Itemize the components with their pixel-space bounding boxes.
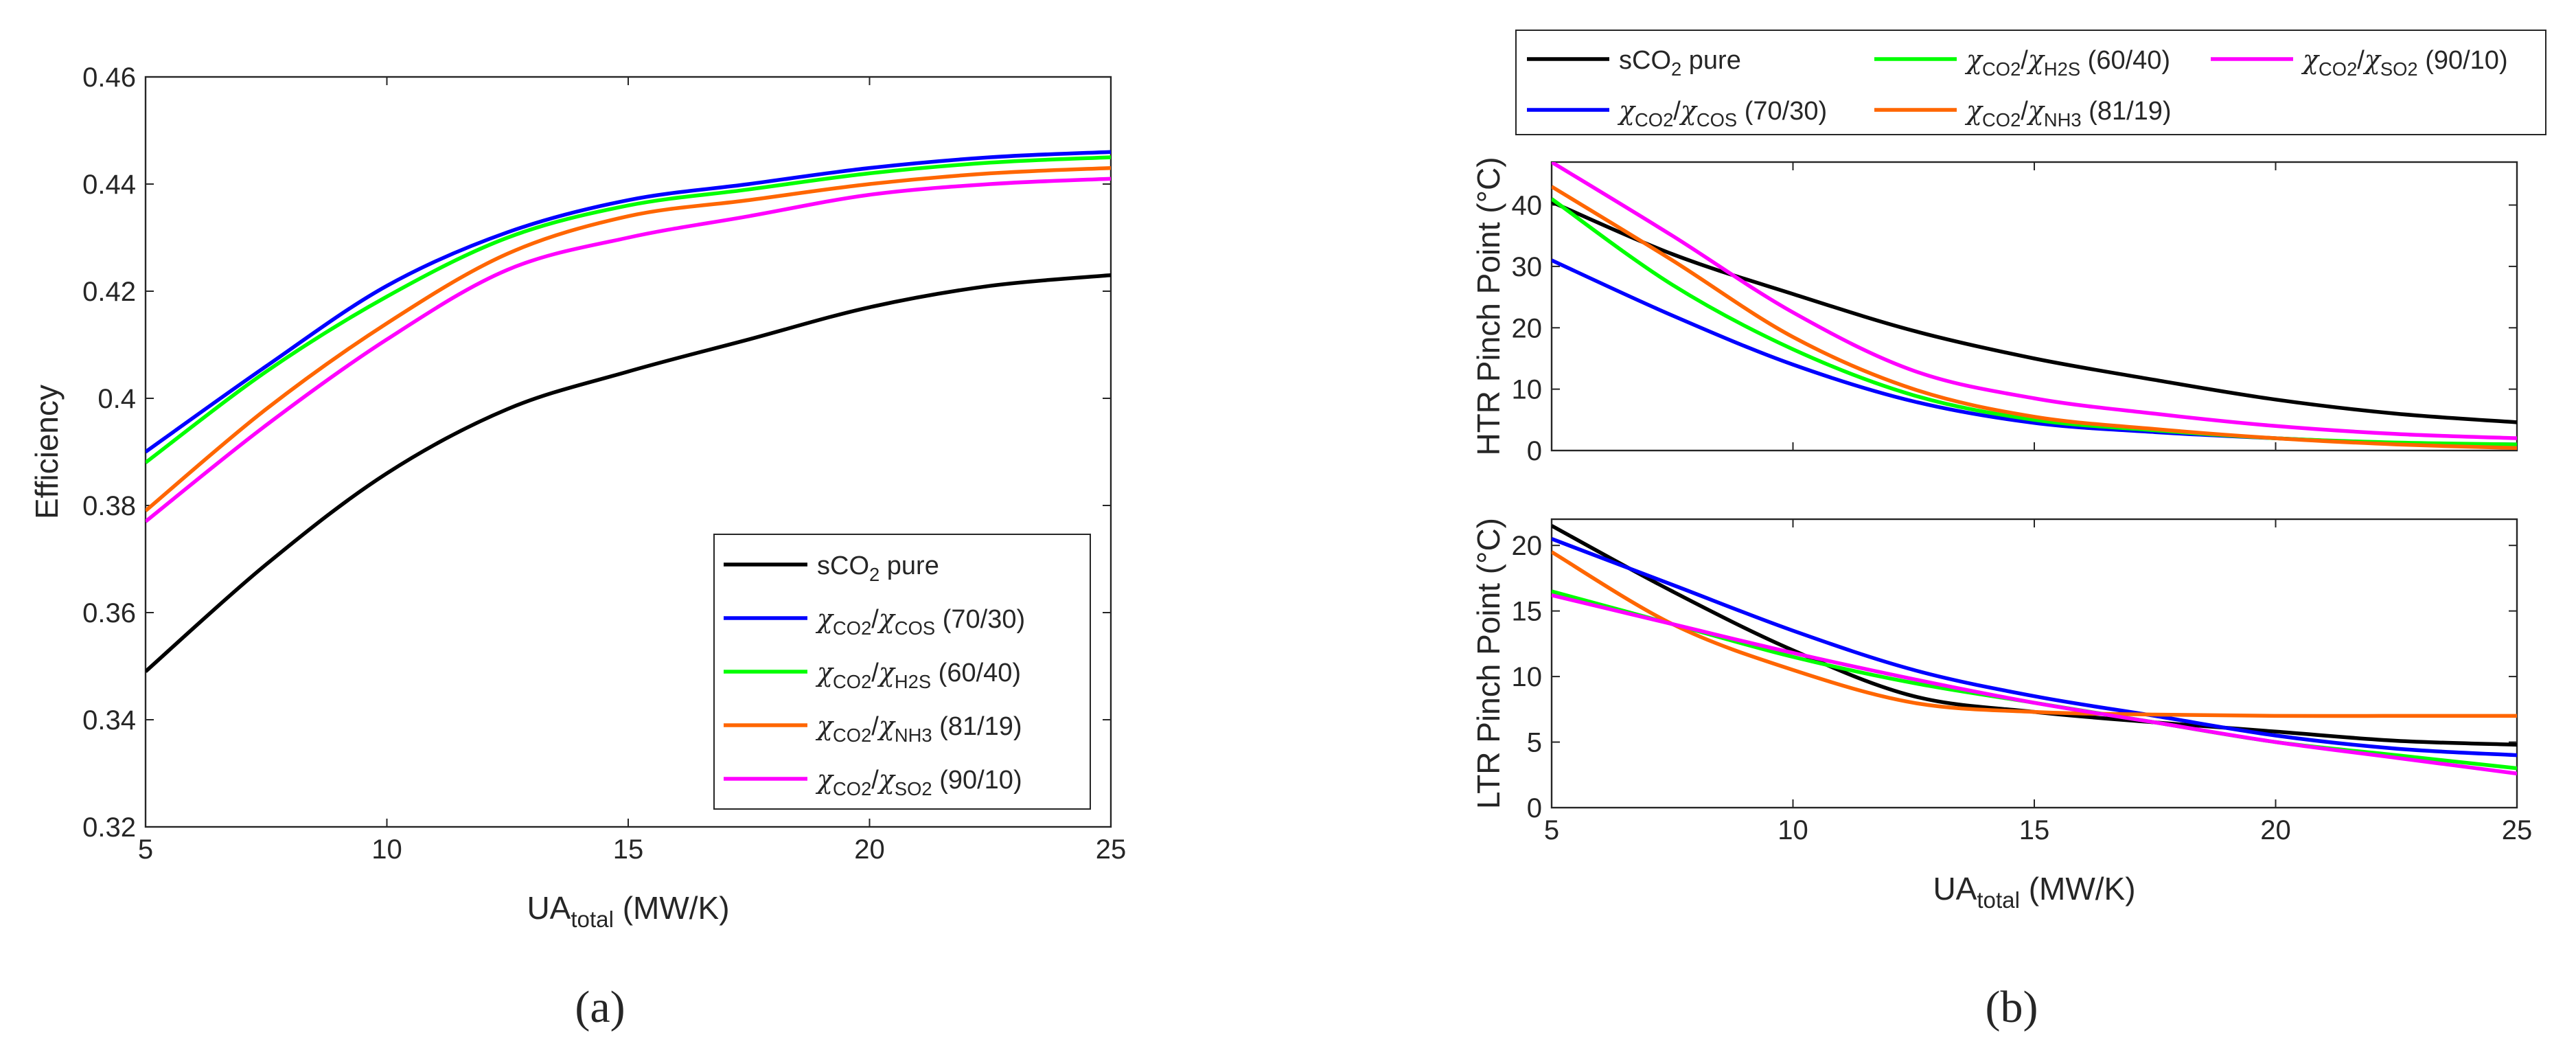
panel-a-label: (a)	[575, 982, 625, 1032]
panel-b-htr-ytick-label: 30	[1512, 252, 1543, 282]
legend-label-cos: χCO2/χCOS (70/30)	[815, 604, 1025, 639]
panel-b-ltr-ytick-label: 10	[1512, 662, 1543, 692]
legend-label-nh3: χCO2/χNH3 (81/19)	[1964, 95, 2172, 130]
panel-b-ltr-axes-box	[1550, 518, 2518, 809]
panel-a-line-sco2	[146, 273, 1111, 673]
panel-a-ytick-label: 0.34	[82, 705, 136, 736]
panel-b-ltr-ytick-label: 20	[1512, 531, 1543, 561]
panel-b-ltr-ytick-label: 5	[1527, 728, 1542, 758]
panel-a-line-so2	[146, 176, 1111, 523]
panel-b-ltr-xtick-label: 20	[2260, 815, 2291, 845]
panel-b-ltr-line-so2	[1552, 593, 2517, 776]
panel-b-htr-y-axis-label: HTR Pinch Point (°C)	[1471, 157, 1506, 455]
panel-b-ltr-xtick-label: 5	[1544, 815, 1559, 845]
legend-label-nh3: χCO2/χNH3 (81/19)	[815, 711, 1022, 746]
panel-a-ytick-label: 0.36	[82, 598, 136, 628]
panel-a-xtick-label: 5	[138, 834, 153, 865]
panel-a-line-cos	[146, 150, 1111, 454]
panel-a-line-h2s	[146, 155, 1111, 464]
panel-a-line-nh3	[146, 166, 1111, 512]
panel-b-ltr-line-cos	[1552, 537, 2517, 758]
panel-b-htr-line-so2	[1552, 162, 2517, 440]
panel-b-ltr-y-axis-label: LTR Pinch Point (°C)	[1471, 518, 1506, 809]
legend-label-h2s: χCO2/χH2S (60/40)	[1964, 45, 2170, 80]
panel-b-htr-line-sco2	[1552, 200, 2517, 424]
panel-a-ytick-label: 0.32	[82, 812, 136, 843]
panel-b-htr-ytick-label: 20	[1512, 313, 1543, 343]
panel-a-xtick-label: 10	[371, 834, 402, 865]
panel-b-ltr-ytick-label: 15	[1512, 597, 1543, 627]
legend-label-sco2: sCO2 pure	[817, 551, 939, 585]
legend-label-h2s: χCO2/χH2S (60/40)	[815, 657, 1021, 692]
panel-b-ltr-xtick-label: 25	[2502, 815, 2533, 845]
panel-a-xtick-label: 25	[1096, 834, 1127, 865]
legend-label-sco2: sCO2 pure	[1619, 46, 1741, 80]
legend-label-so2: χCO2/χSO2 (90/10)	[2301, 45, 2508, 80]
panel-a-ytick-label: 0.42	[82, 277, 136, 307]
panel-a-ytick-label: 0.46	[82, 62, 136, 93]
panel-a-xtick-label: 20	[854, 834, 885, 865]
panel-a-legend-box	[713, 534, 1091, 810]
panel-b-htr-line-nh3	[1552, 185, 2517, 451]
legend-label-cos: χCO2/χCOS (70/30)	[1617, 95, 1827, 130]
panel-b-label: (b)	[1986, 982, 2038, 1032]
panel-b-ltr-xtick-label: 10	[1778, 815, 1808, 845]
legend-label-so2: χCO2/χSO2 (90/10)	[815, 764, 1022, 799]
panel-b-legend-box	[1515, 30, 2546, 135]
panel-a-x-axis-label: UAtotal (MW/K)	[527, 890, 729, 933]
panel-b-htr-ytick-label: 40	[1512, 191, 1543, 221]
panel-a-series-group	[146, 150, 1111, 673]
panel-b-htr-axes-box	[1550, 161, 2518, 452]
panel-b-htr-series-group	[1552, 162, 2517, 451]
panel-b-ltr-ytick-label: 0	[1527, 793, 1542, 823]
panel-b-legend: sCO2 pure χCO2/χCOS (70/30) χCO2/χH2S (60/…	[1515, 30, 2546, 135]
panel-b-ltr-line-nh3	[1552, 550, 2517, 718]
panel-a-legend: sCO2 pure χCO2/χCOS (70/30) χCO2/χH2S (60/…	[713, 534, 1091, 810]
panel-a-xtick-label: 15	[613, 834, 644, 865]
panel-a-ytick-label: 0.4	[97, 384, 136, 414]
panel-b-ltr-xtick-label: 15	[2019, 815, 2050, 845]
panel-a-y-axis-label: Efficiency	[29, 385, 65, 519]
panel-a-ytick-label: 0.38	[82, 491, 136, 521]
panel-b-htr-ytick-label: 0	[1527, 436, 1542, 466]
panel-b-htr-ytick-label: 10	[1512, 375, 1543, 405]
panel-b-x-axis-label: UAtotal (MW/K)	[1933, 871, 2135, 913]
panel-b-ltr-series-group	[1552, 524, 2517, 776]
panel-a-ytick-label: 0.44	[82, 170, 136, 200]
